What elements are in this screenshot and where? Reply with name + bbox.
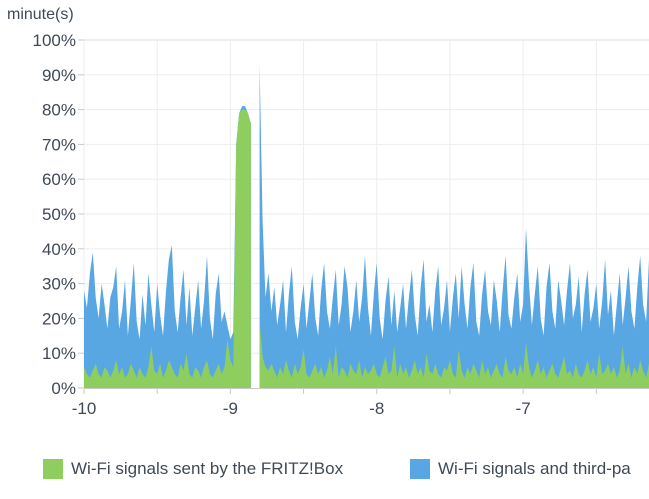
legend-item-thirdparty: Wi-Fi signals and third-pa [410,458,631,480]
thirdparty-area [84,64,649,388]
x-axis-tick-label: -7 [516,399,531,418]
y-axis-unit-label: minute(s) [7,6,74,23]
thirdparty-series-label: Wi-Fi signals and third-pa [438,459,631,478]
y-axis-tick-label: 50% [42,205,76,224]
x-axis-tick-label: -10 [72,399,97,418]
y-axis-tick-label: 100% [33,31,76,50]
axes: 0% 10% 20% 30% 40% 50% 60% 70% 80% 90% 100% -10 -9 -8… [33,31,649,418]
y-axis-tick-label: 90% [42,66,76,85]
fritzbox-series-label: Wi-Fi signals sent by the FRITZ!Box [71,459,344,478]
series-areas [84,64,649,388]
y-axis-tick-label: 0% [51,379,76,398]
y-axis-tick-label: 60% [42,170,76,189]
x-axis-tick-label: -9 [223,399,238,418]
chart-canvas: 0% 10% 20% 30% 40% 50% 60% 70% 80% 90% 100% -10 -9 -8… [33,31,649,418]
x-axis-tick-label: -8 [369,399,384,418]
y-axis-tick-label: 20% [42,309,76,328]
y-axis-tick-label: 70% [42,135,76,154]
y-axis-tick-label: 40% [42,240,76,259]
y-axis-tick-label: 80% [42,101,76,120]
legend-item-fritzbox: Wi-Fi signals sent by the FRITZ!Box [43,458,343,480]
thirdparty-series-swatch [410,459,430,479]
y-axis-tick-label: 10% [42,344,76,363]
chart-legend: Wi-Fi signals sent by the FRITZ!Box Wi-F… [0,458,649,480]
fritzbox-series-swatch [43,459,63,479]
y-axis-tick-label: 30% [42,275,76,294]
